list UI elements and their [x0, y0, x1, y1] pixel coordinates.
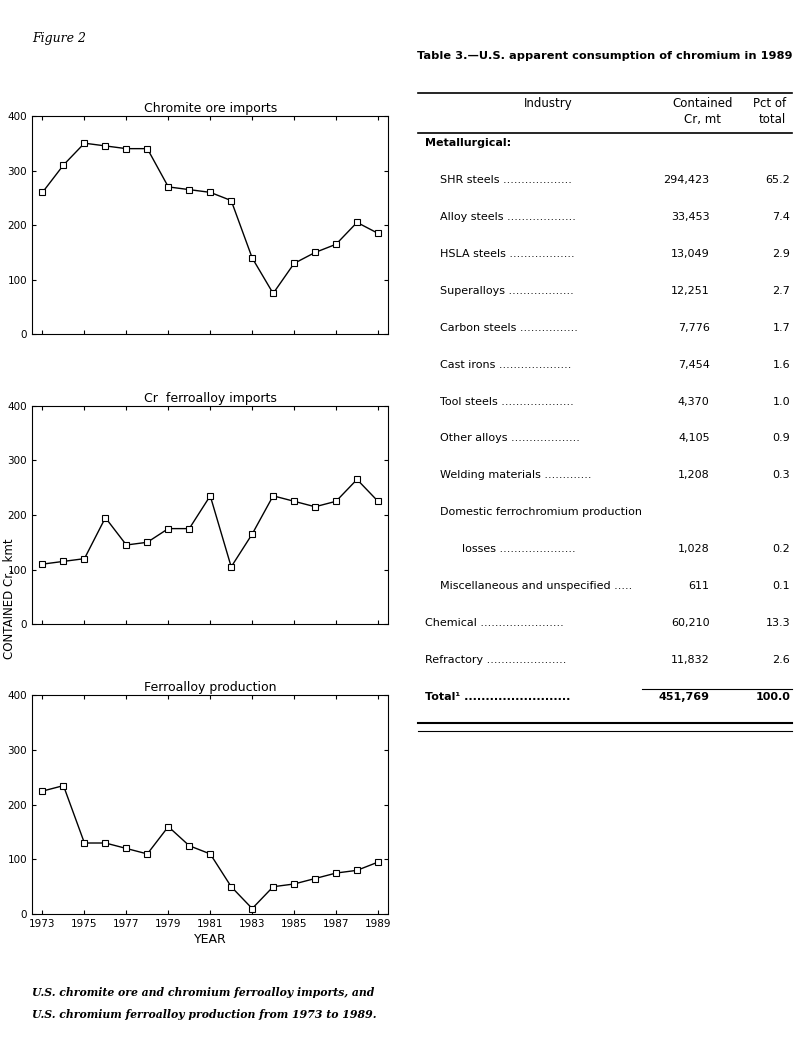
- Text: 1.7: 1.7: [772, 322, 790, 333]
- Text: Table 3.—U.S. apparent consumption of chromium in 1989: Table 3.—U.S. apparent consumption of ch…: [417, 51, 793, 62]
- Text: Pct of
total: Pct of total: [754, 98, 786, 126]
- Text: Welding materials .............: Welding materials .............: [440, 470, 592, 481]
- Text: Chemical .......................: Chemical .......................: [425, 618, 564, 628]
- X-axis label: YEAR: YEAR: [194, 933, 226, 946]
- Text: 4,370: 4,370: [678, 397, 710, 406]
- Text: 2.6: 2.6: [772, 655, 790, 665]
- Text: U.S. chromite ore and chromium ferroalloy imports, and: U.S. chromite ore and chromium ferroallo…: [32, 987, 374, 999]
- Text: Superalloys ..................: Superalloys ..................: [440, 286, 574, 296]
- Text: 0.3: 0.3: [773, 470, 790, 481]
- Text: Total¹ .........................: Total¹ .........................: [425, 692, 570, 701]
- Text: 1,208: 1,208: [678, 470, 710, 481]
- Text: Metallurgical:: Metallurgical:: [425, 139, 511, 148]
- Text: Refractory ......................: Refractory ......................: [425, 655, 566, 665]
- Text: 7.4: 7.4: [772, 212, 790, 222]
- Text: losses .....................: losses .....................: [455, 544, 576, 554]
- Text: 100.0: 100.0: [755, 692, 790, 701]
- Text: 13.3: 13.3: [766, 618, 790, 628]
- Text: CONTAINED Cr,  kmt: CONTAINED Cr, kmt: [3, 539, 16, 658]
- Text: Domestic ferrochromium production: Domestic ferrochromium production: [440, 507, 642, 518]
- Text: 60,210: 60,210: [671, 618, 710, 628]
- Text: Figure 2: Figure 2: [32, 32, 86, 44]
- Text: Carbon steels ................: Carbon steels ................: [440, 322, 578, 333]
- Text: 2.7: 2.7: [772, 286, 790, 296]
- Text: 1,028: 1,028: [678, 544, 710, 554]
- Text: 12,251: 12,251: [671, 286, 710, 296]
- Text: 7,776: 7,776: [678, 322, 710, 333]
- Text: Contained
Cr, mt: Contained Cr, mt: [672, 98, 733, 126]
- Text: Cast irons ....................: Cast irons ....................: [440, 360, 571, 370]
- Text: Other alloys ...................: Other alloys ...................: [440, 434, 580, 443]
- Text: 1.0: 1.0: [773, 397, 790, 406]
- Text: 11,832: 11,832: [671, 655, 710, 665]
- Text: 2.9: 2.9: [772, 249, 790, 259]
- Text: SHR steels ...................: SHR steels ...................: [440, 175, 572, 185]
- Text: U.S. chromium ferroalloy production from 1973 to 1989.: U.S. chromium ferroalloy production from…: [32, 1009, 377, 1021]
- Text: 65.2: 65.2: [766, 175, 790, 185]
- Title: Ferroalloy production: Ferroalloy production: [144, 681, 277, 694]
- Text: 13,049: 13,049: [671, 249, 710, 259]
- Text: Alloy steels ...................: Alloy steels ...................: [440, 212, 576, 222]
- Text: 0.2: 0.2: [772, 544, 790, 554]
- Text: 294,423: 294,423: [663, 175, 710, 185]
- Text: 611: 611: [689, 581, 710, 591]
- Title: Cr  ferroalloy imports: Cr ferroalloy imports: [144, 392, 277, 404]
- Text: 0.9: 0.9: [772, 434, 790, 443]
- Text: HSLA steels ..................: HSLA steels ..................: [440, 249, 574, 259]
- Text: Miscellaneous and unspecified .....: Miscellaneous and unspecified .....: [440, 581, 633, 591]
- Text: 451,769: 451,769: [658, 692, 710, 701]
- Text: 0.1: 0.1: [773, 581, 790, 591]
- Title: Chromite ore imports: Chromite ore imports: [144, 102, 277, 114]
- Text: 4,105: 4,105: [678, 434, 710, 443]
- Text: Industry: Industry: [524, 98, 573, 110]
- Text: 1.6: 1.6: [773, 360, 790, 370]
- Text: 7,454: 7,454: [678, 360, 710, 370]
- Text: 33,453: 33,453: [671, 212, 710, 222]
- Text: Tool steels ....................: Tool steels ....................: [440, 397, 574, 406]
